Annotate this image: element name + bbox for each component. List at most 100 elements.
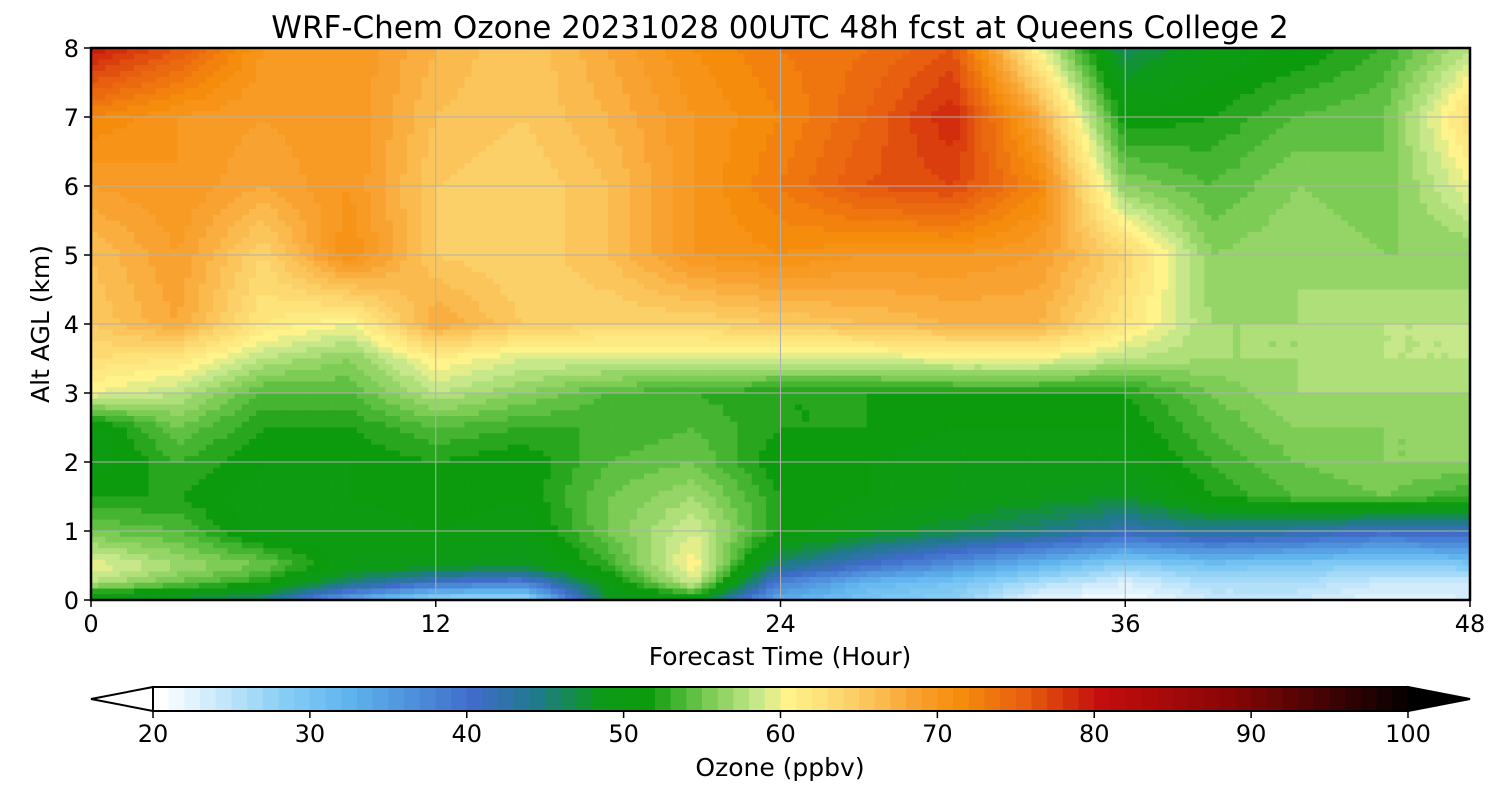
ozone-cell (766, 48, 774, 55)
ozone-cell (170, 186, 178, 193)
ozone-cell (1441, 71, 1450, 78)
ozone-cell (995, 111, 1004, 118)
ozone-cell (263, 71, 272, 78)
ozone-cell (529, 168, 537, 176)
ozone-cell (1132, 94, 1141, 101)
ozone-cell (1232, 111, 1241, 118)
ozone-cell (1247, 71, 1256, 78)
ozone-cell (299, 76, 308, 84)
ozone-cell (392, 105, 401, 112)
ozone-cell (1074, 134, 1083, 141)
ozone-cell (895, 105, 904, 112)
ozone-cell (1067, 186, 1076, 193)
ozone-cell (1369, 88, 1378, 95)
ozone-cell (478, 122, 487, 130)
ozone-cell (1110, 99, 1119, 107)
ozone-cell (816, 191, 825, 199)
ozone-cell (916, 82, 925, 89)
ozone-cell (1132, 163, 1141, 170)
ozone-cell (292, 71, 300, 78)
ozone-cell (1362, 94, 1371, 101)
ozone-cell (1189, 65, 1198, 72)
ozone-cell (1010, 99, 1019, 107)
ozone-cell (363, 105, 372, 112)
ozone-cell (1398, 71, 1406, 78)
ozone-cell (1232, 145, 1241, 153)
ozone-cell (536, 186, 545, 193)
ozone-cell (636, 128, 645, 135)
ozone-cell (995, 94, 1004, 101)
ozone-cell (213, 128, 221, 135)
ozone-cell (155, 48, 164, 55)
ozone-cell (536, 180, 545, 187)
ozone-cell (1419, 186, 1428, 193)
ozone-cell (1053, 65, 1062, 72)
ozone-cell (1304, 65, 1313, 72)
ozone-cell (780, 59, 789, 66)
ozone-cell (435, 88, 444, 95)
ozone-cell (313, 53, 322, 61)
ozone-cell (1462, 186, 1470, 193)
ozone-cell (1103, 117, 1112, 124)
ozone-cell (1290, 71, 1299, 78)
ozone-cell (1362, 71, 1371, 78)
ozone-cell (679, 122, 688, 130)
ozone-cell (787, 134, 796, 141)
ozone-cell (1003, 174, 1011, 181)
ozone-cell (881, 105, 889, 112)
ozone-cell (737, 140, 746, 147)
ozone-cell (112, 186, 121, 193)
ozone-cell (766, 145, 774, 153)
ozone-cell (1003, 151, 1011, 158)
ozone-cell (277, 117, 286, 124)
ozone-cell (1060, 82, 1069, 89)
ozone-cell (493, 191, 501, 199)
ozone-cell (622, 71, 631, 78)
ozone-cell (1290, 53, 1299, 61)
ozone-cell (256, 145, 264, 153)
ozone-cell (1161, 163, 1169, 170)
ozone-cell (1268, 186, 1277, 193)
ozone-cell (802, 174, 810, 181)
ozone-cell (1448, 122, 1457, 130)
ozone-cell (91, 191, 99, 199)
ozone-cell (744, 53, 753, 61)
ozone-cell (1347, 48, 1356, 55)
ozone-cell (909, 174, 918, 181)
ozone-cell (802, 151, 810, 158)
ozone-cell (105, 163, 114, 170)
ozone-cell (249, 151, 257, 158)
ozone-cell (1218, 128, 1227, 135)
ozone-cell (464, 163, 473, 170)
ozone-cell (126, 111, 135, 118)
ozone-cell (938, 145, 947, 153)
ozone-cell (1110, 157, 1119, 164)
ozone-cell (708, 105, 717, 112)
ozone-cell (945, 180, 954, 187)
ozone-cell (1211, 122, 1220, 130)
ozone-cell (1225, 88, 1234, 95)
ozone-cell (363, 128, 372, 135)
ozone-cell (945, 99, 954, 107)
ozone-cell (1261, 163, 1270, 170)
ozone-cell (1153, 48, 1162, 55)
ozone-cell (1218, 59, 1227, 66)
ozone-cell (1017, 105, 1026, 112)
ozone-cell (830, 76, 839, 84)
ozone-cell (916, 65, 925, 72)
ozone-cell (1089, 76, 1098, 84)
ozone-cell (1118, 168, 1126, 176)
ozone-cell (1204, 65, 1213, 72)
ozone-cell (1448, 76, 1457, 84)
ozone-cell (421, 122, 430, 130)
ozone-cell (1340, 99, 1349, 107)
ozone-cell (292, 145, 300, 153)
ozone-cell (349, 145, 358, 153)
ozone-cell (909, 163, 918, 170)
ozone-cell (873, 71, 882, 78)
ozone-cell (1261, 94, 1270, 101)
ozone-cell (1118, 88, 1126, 95)
ozone-cell (988, 122, 997, 130)
ozone-cell (299, 88, 308, 95)
ozone-cell (995, 145, 1004, 153)
